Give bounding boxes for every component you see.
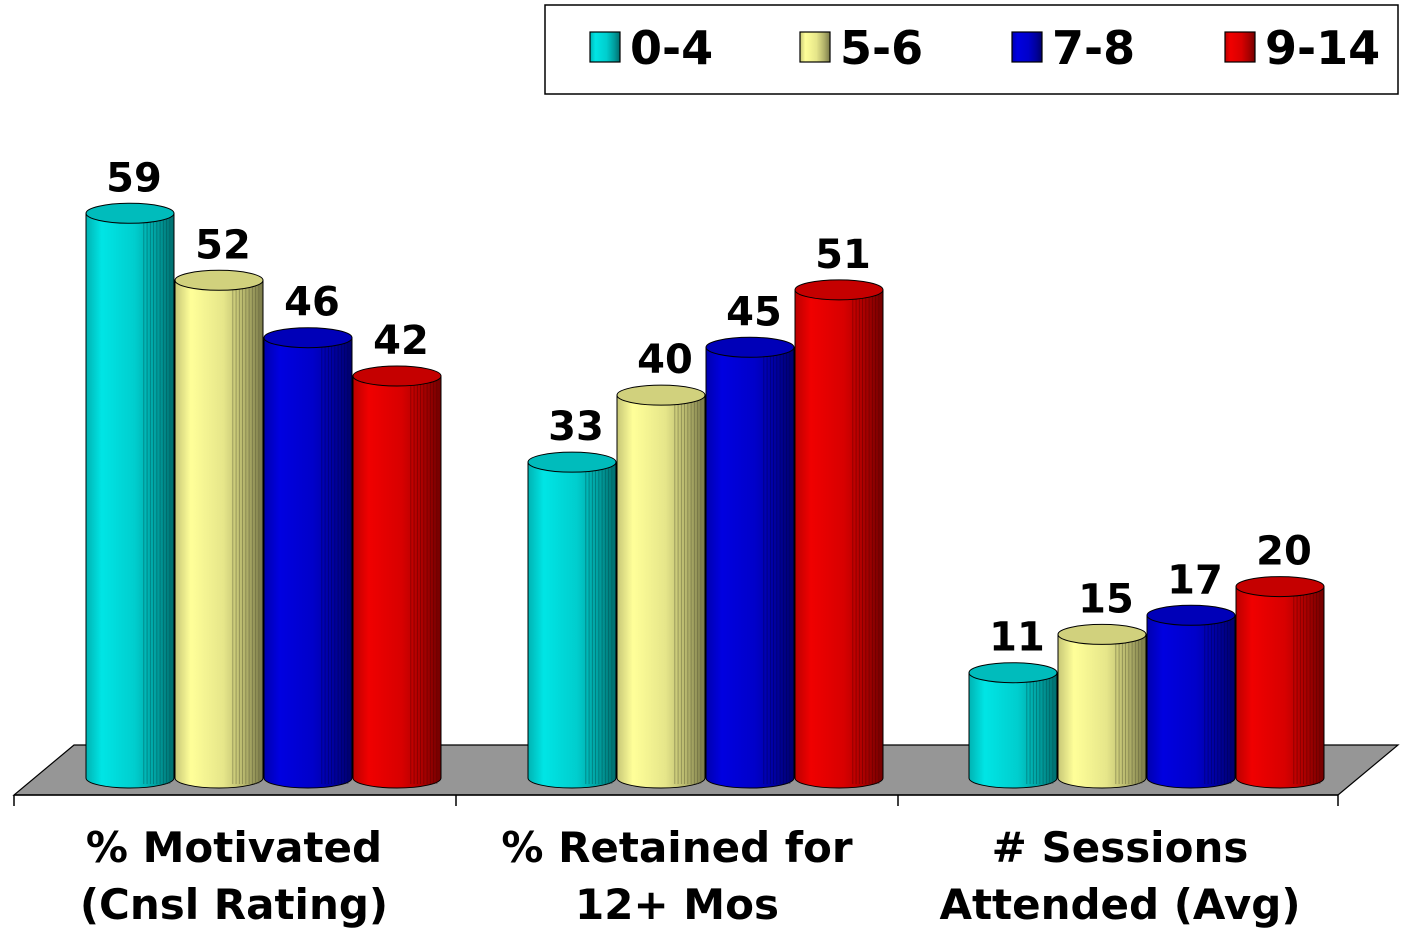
legend-item-5-6: 5-6	[799, 21, 923, 75]
legend-label: 0-4	[630, 21, 713, 75]
bar-7-8-1	[263, 327, 353, 789]
legend-item-7-8: 7-8	[1011, 21, 1135, 75]
bar-top	[794, 279, 884, 301]
bar-body	[263, 337, 353, 789]
bar-9-14-1	[352, 365, 442, 789]
category-label: % Retained for 12+ Mos	[501, 823, 853, 929]
bar-5-6-3	[1057, 623, 1147, 789]
data-label: 40	[637, 337, 693, 383]
bar-body	[705, 346, 795, 789]
data-label: 42	[373, 318, 429, 364]
data-label: 51	[815, 232, 871, 278]
data-label: 15	[1078, 576, 1134, 622]
x-axis-ticks	[13, 795, 1339, 806]
bar-top	[1057, 623, 1147, 645]
bar-0-4-2	[527, 451, 617, 789]
bar-top	[263, 327, 353, 349]
bar-0-4-1	[85, 202, 175, 789]
legend-label: 9-14	[1265, 21, 1380, 75]
bar-9-14-3	[1235, 576, 1325, 789]
data-label: 17	[1167, 557, 1223, 603]
legend-item-0-4: 0-4	[589, 21, 713, 75]
category-label: # Sessions Attended (Avg)	[939, 823, 1300, 929]
bar-body	[352, 375, 442, 789]
bar-top	[616, 384, 706, 406]
bar-0-4-3	[968, 662, 1058, 789]
legend-box	[544, 4, 1399, 95]
bar-top	[1235, 576, 1325, 598]
legend-item-9-14: 9-14	[1224, 21, 1380, 75]
legend: 0-4 5-6 7-8 9-14	[544, 4, 1399, 95]
bar-body	[174, 279, 264, 789]
legend-swatch	[1224, 31, 1256, 63]
bar-body	[1146, 614, 1236, 789]
bar-top	[527, 451, 617, 473]
legend-label: 7-8	[1052, 21, 1135, 75]
bar-9-14-2	[794, 279, 884, 789]
data-label: 11	[989, 615, 1045, 661]
data-labels: 59 52 46 42 33 40 45 51 11 15 17 20	[106, 155, 1312, 660]
bar-top	[1146, 604, 1236, 626]
bar-7-8-3	[1146, 604, 1236, 789]
data-label: 45	[726, 289, 782, 335]
legend-swatch	[589, 31, 621, 63]
data-label: 33	[548, 404, 604, 450]
bar-5-6-1	[174, 269, 264, 789]
bar-body	[794, 289, 884, 789]
bar-top	[174, 269, 264, 291]
legend-swatch	[1011, 31, 1043, 63]
bar-body	[968, 672, 1058, 789]
bar-body	[616, 394, 706, 789]
bar-5-6-2	[616, 384, 706, 789]
category-labels: % Motivated (Cnsl Rating) % Retained for 12…	[80, 823, 1301, 929]
bar-body	[1057, 633, 1147, 789]
data-label: 52	[195, 222, 251, 268]
bar-body	[85, 212, 175, 789]
bar-top	[968, 662, 1058, 684]
category-label: % Motivated (Cnsl Rating)	[80, 823, 388, 929]
data-label: 20	[1256, 529, 1312, 575]
bar-top	[85, 202, 175, 224]
bar-top	[352, 365, 442, 387]
data-label: 59	[106, 155, 162, 201]
data-label: 46	[284, 280, 340, 326]
bar-series	[85, 202, 1325, 789]
bar-top	[705, 336, 795, 358]
bar-body	[1235, 586, 1325, 789]
legend-label: 5-6	[840, 21, 923, 75]
bar-body	[527, 461, 617, 789]
legend-swatch	[799, 31, 831, 63]
bar-7-8-2	[705, 336, 795, 789]
